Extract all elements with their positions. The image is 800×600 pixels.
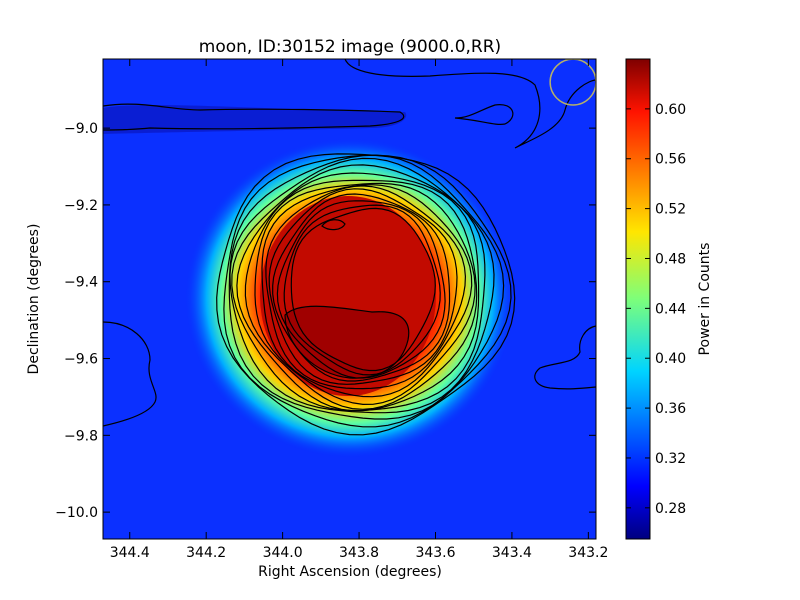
y-tick-label: −9.4 [64,275,98,291]
contour-peak-top [321,219,346,231]
contour-level-7 [254,182,476,406]
x-axis-label: Right Ascension (degrees) [258,564,442,580]
x-tick-label: 344.0 [263,545,303,561]
contour-lines [216,153,516,436]
contour-level-11 [272,193,451,382]
colorbar-tick-label: 0.36 [655,401,686,417]
contour-level-13 [283,204,441,376]
contour-top-left [103,103,405,131]
colorbar-frame [625,58,651,540]
contour-level-3 [229,157,495,414]
plot-area [102,58,597,540]
x-axis-ticks: 344.4 344.2 344.0 343.8 343.6 343.4 343.2 [110,59,608,561]
x-tick-label: 344.4 [110,545,150,561]
y-axis-ticks: −9.0 −9.2 −9.4 −9.6 −9.8 −10.0 [55,121,596,521]
y-tick-label: −10.0 [55,505,98,521]
y-tick-label: −9.6 [64,352,98,368]
x-tick-label: 344.2 [186,545,226,561]
colorbar: 0.28 0.32 0.36 0.40 0.44 0.48 0.52 0.56 0.60 Pow… [625,58,713,540]
contour-level-10 [268,188,458,385]
colorbar-tick-label: 0.60 [655,102,686,118]
contour-level-12 [276,200,446,379]
colorbar-ticks: 0.28 0.32 0.36 0.40 0.44 0.48 0.52 0.56 0.60 [626,102,686,517]
contour-level-8 [261,184,473,398]
y-tick-label: −9.8 [64,428,98,444]
x-tick-label: 343.8 [339,545,379,561]
colorbar-tick-label: 0.32 [655,451,686,467]
contour-right-edge [534,325,596,390]
x-tick-label: 343.6 [415,545,455,561]
colorbar-tick-label: 0.52 [655,202,686,218]
contour-level-6 [244,179,478,410]
x-tick-label: 343.4 [492,545,532,561]
contour-peak-bottom [284,305,410,379]
contour-level-2 [228,154,505,420]
contour-level-0 [216,153,516,436]
chart-title: moon, ID:30152 image (9000.0,RR) [199,37,501,57]
colorbar-tick-label: 0.40 [655,351,686,367]
contour-level-14 [290,207,436,372]
contour-level-5 [236,172,480,412]
colorbar-label: Power in Counts [697,243,713,356]
colorbar-tick-label: 0.44 [655,301,686,317]
colorbar-tick-label: 0.56 [655,152,686,168]
y-tick-label: −9.2 [64,198,98,214]
y-axis-label: Declination (degrees) [26,224,42,375]
contour-top-edge [344,59,596,149]
contour-top-right [454,104,514,125]
x-tick-label: 343.2 [568,545,608,561]
colorbar-tick-label: 0.48 [655,251,686,267]
y-tick-label: −9.0 [64,121,98,137]
contour-left-edge [103,321,157,427]
contour-level-4 [231,164,486,412]
colorbar-tick-label: 0.28 [655,501,686,517]
plot-frame [102,58,597,540]
contour-level-9 [265,185,467,390]
source-peak-region [285,306,409,379]
colorbar-gradient [626,59,650,539]
